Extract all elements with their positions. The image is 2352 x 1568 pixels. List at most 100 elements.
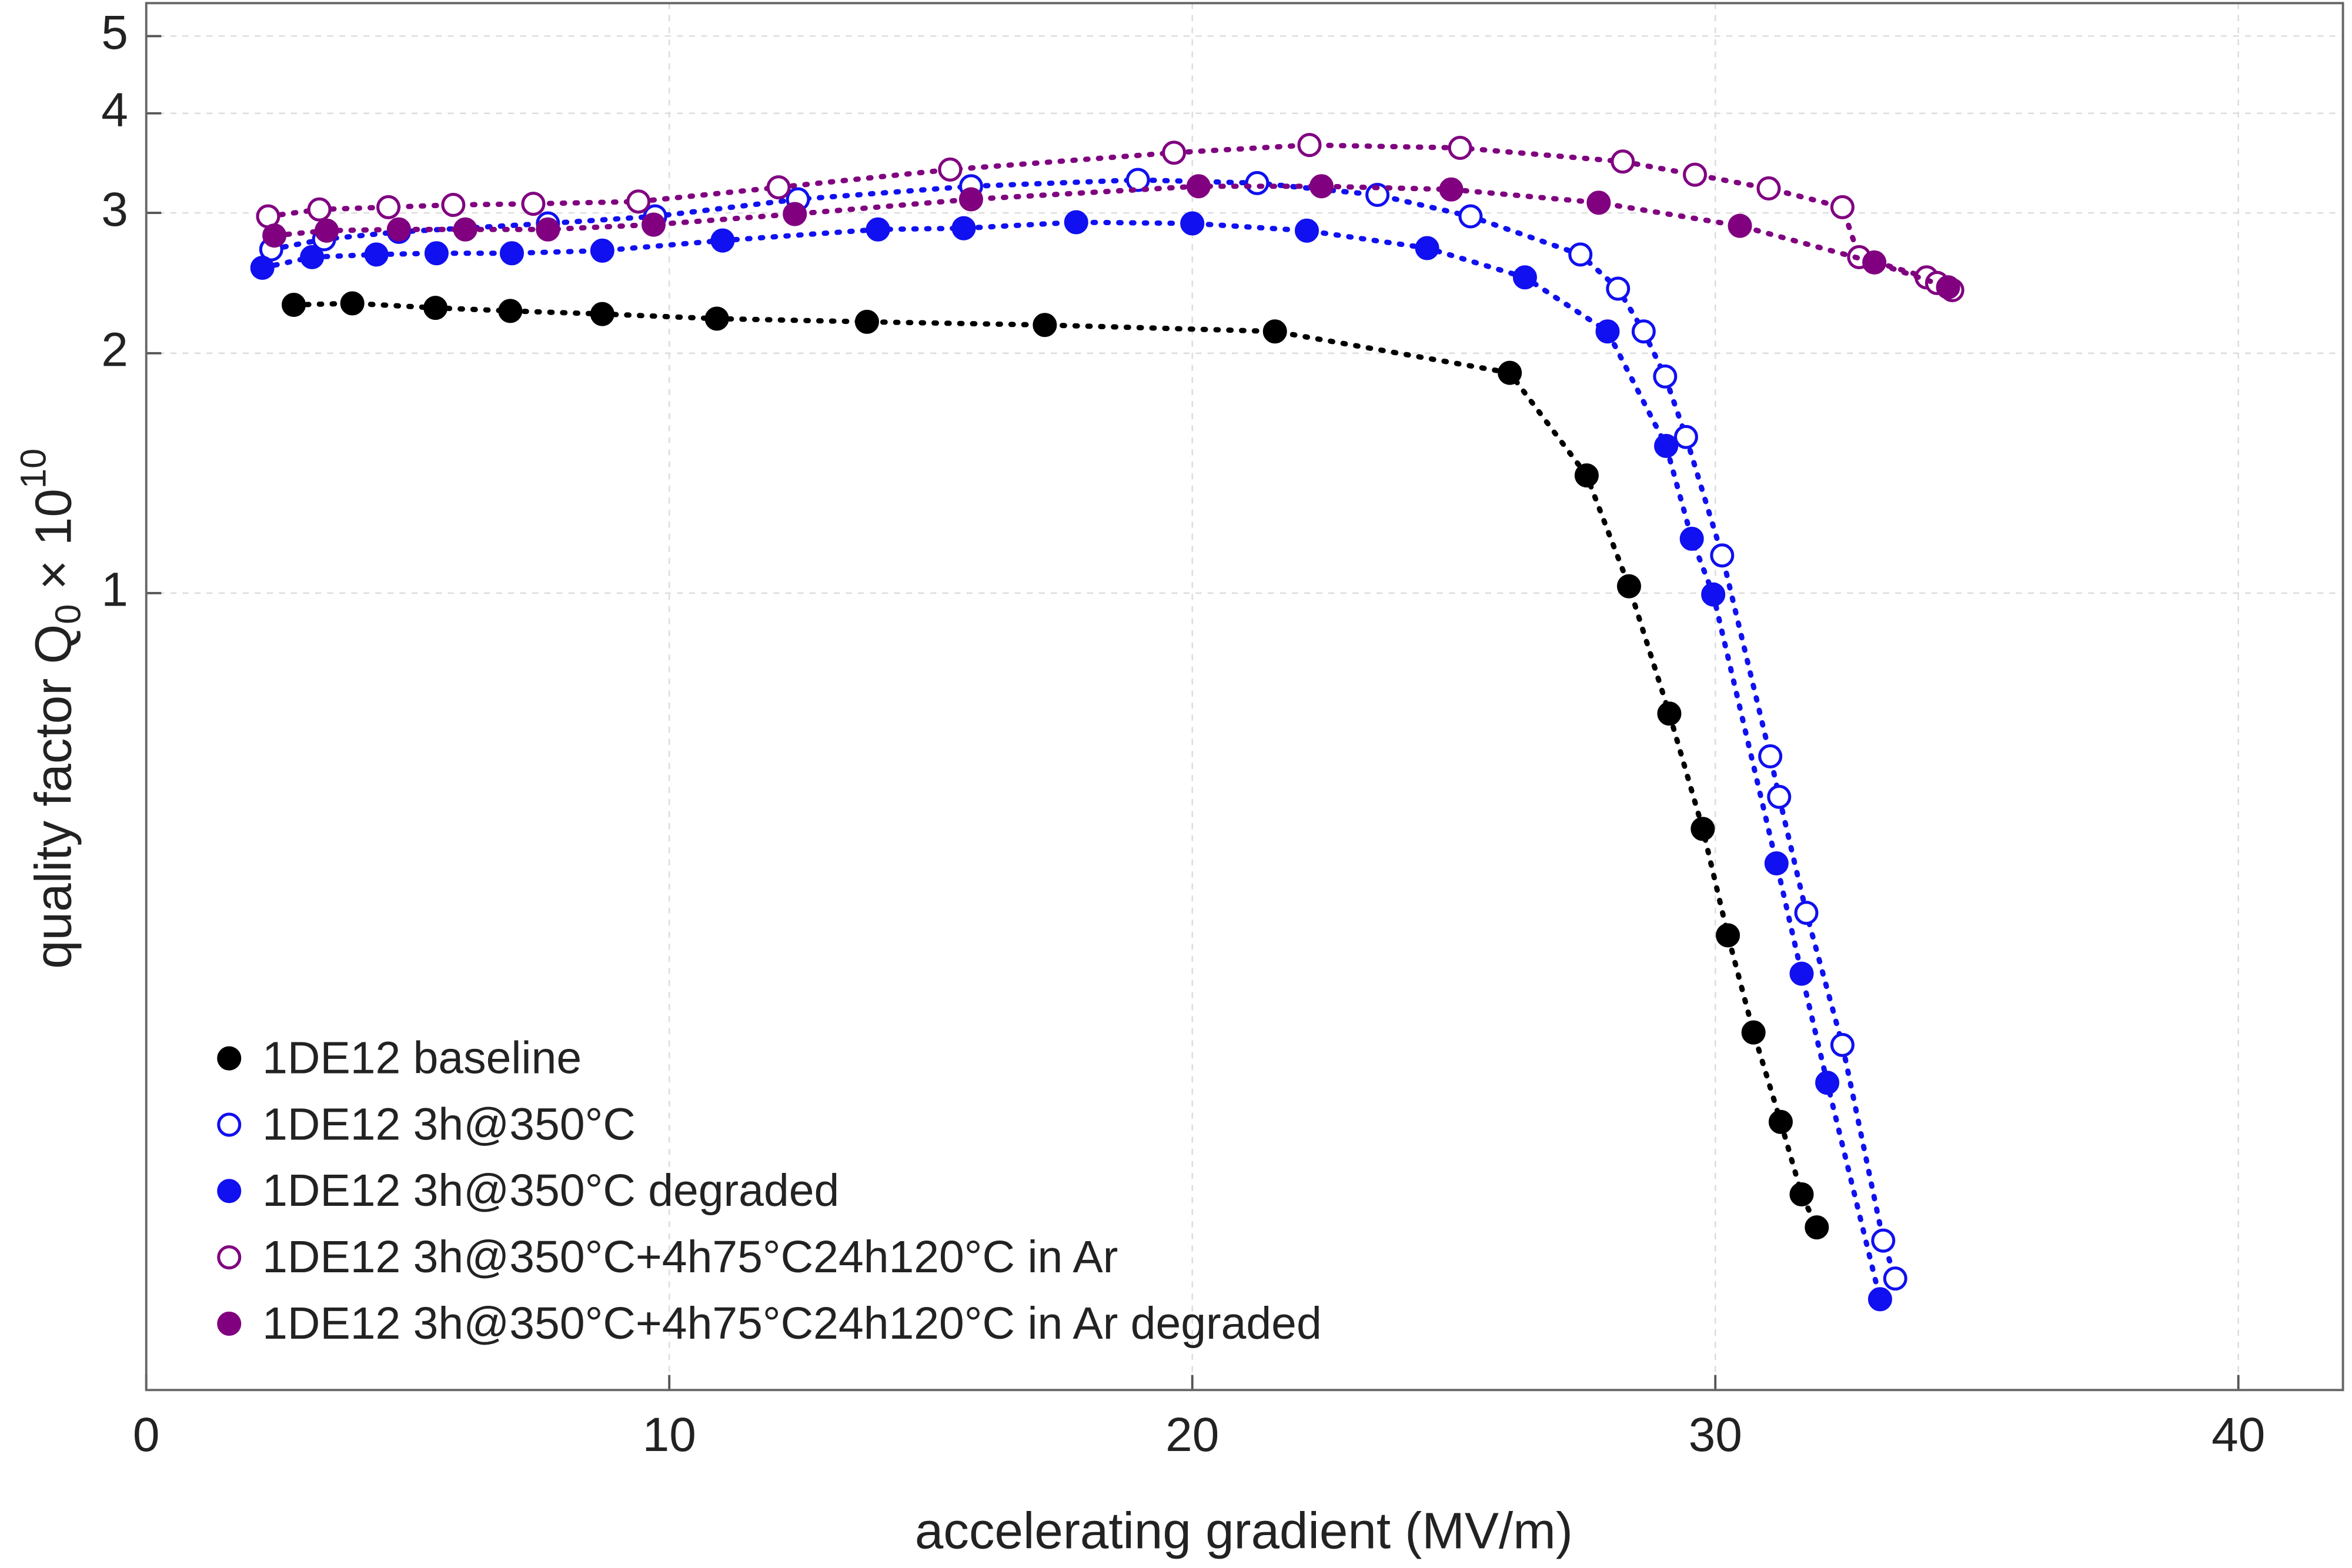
marker: [1657, 701, 1682, 726]
marker: [250, 255, 275, 280]
legend-marker: [217, 1311, 242, 1336]
marker: [300, 245, 325, 269]
x-tick-label: 30: [1689, 1408, 1742, 1462]
marker: [1789, 1182, 1814, 1207]
x-axis-label: accelerating gradient (MV/m): [915, 1502, 1573, 1559]
marker: [626, 189, 651, 214]
marker: [1574, 463, 1599, 488]
marker: [1568, 242, 1593, 267]
marker: [1756, 176, 1781, 200]
marker: [521, 192, 546, 216]
marker: [783, 202, 807, 226]
marker: [704, 306, 729, 331]
legend-marker: [217, 1179, 242, 1203]
marker: [1690, 817, 1715, 841]
marker: [1716, 923, 1740, 948]
marker: [1867, 1287, 1892, 1312]
marker: [1883, 1266, 1907, 1291]
y-tick-label: 2: [101, 323, 128, 376]
marker: [1606, 276, 1631, 301]
marker: [424, 241, 449, 266]
marker: [282, 293, 306, 317]
marker: [423, 296, 448, 320]
marker: [1586, 190, 1611, 215]
marker: [590, 238, 614, 263]
y-tick-label: 3: [101, 183, 128, 236]
marker: [1498, 360, 1522, 385]
marker: [1794, 901, 1819, 925]
y-tick-label: 5: [101, 6, 128, 59]
marker: [1309, 174, 1334, 199]
legend-label: 1DE12 baseline: [262, 1033, 582, 1084]
marker: [386, 217, 411, 242]
marker: [498, 299, 523, 323]
marker: [364, 242, 389, 267]
marker: [1741, 1020, 1766, 1045]
y-label-text: quality factor Q: [25, 624, 82, 969]
marker: [958, 187, 983, 212]
marker: [1616, 574, 1641, 599]
marker: [536, 217, 560, 242]
y-label-subscript: 0: [48, 604, 89, 624]
marker: [1365, 183, 1390, 208]
marker: [1611, 149, 1635, 174]
series-line: [259, 219, 1883, 1302]
y-label-exponent: 10: [14, 449, 54, 489]
marker: [1631, 319, 1656, 344]
y-tick-label: 1: [101, 563, 128, 616]
marker: [1180, 211, 1205, 236]
marker: [1936, 275, 1960, 300]
x-tick-label: 40: [2211, 1408, 2265, 1462]
marker: [340, 291, 365, 316]
marker: [1245, 170, 1269, 195]
marker: [1830, 1032, 1855, 1057]
marker: [1768, 1109, 1793, 1134]
x-tick-label: 0: [133, 1408, 160, 1462]
marker: [315, 218, 339, 243]
marker: [262, 223, 287, 248]
marker: [1512, 265, 1537, 290]
marker: [866, 217, 890, 242]
marker: [1683, 162, 1708, 187]
marker: [1295, 218, 1319, 243]
y-axis-label: quality factor Q0 × 1010: [14, 449, 89, 969]
marker: [1262, 319, 1287, 344]
legend-marker: [217, 1245, 242, 1270]
marker: [1862, 250, 1887, 275]
marker: [1764, 851, 1789, 876]
series-line: [272, 183, 1951, 290]
marker: [1162, 141, 1187, 165]
y-tick-label: 4: [101, 83, 128, 136]
legend-label: 1DE12 3h@350°C+4h75°C24h120°C in Ar: [262, 1232, 1118, 1282]
marker: [307, 197, 332, 222]
marker: [1186, 174, 1211, 199]
marker: [1458, 204, 1483, 229]
marker: [1679, 526, 1704, 551]
marker: [1767, 784, 1792, 809]
legend-label: 1DE12 3h@350°C degraded: [262, 1165, 839, 1216]
marker: [1033, 313, 1057, 337]
marker: [1653, 364, 1678, 389]
marker: [1125, 168, 1150, 192]
marker: [1448, 136, 1472, 161]
marker: [1297, 133, 1322, 158]
marker: [1871, 1228, 1896, 1253]
marker: [1805, 1215, 1829, 1240]
legend-marker: [217, 1046, 242, 1071]
x-tick-label: 10: [643, 1408, 696, 1462]
x-tick-label: 20: [1165, 1408, 1219, 1462]
marker: [854, 309, 879, 334]
marker: [376, 195, 401, 219]
marker: [1595, 319, 1620, 344]
marker: [1064, 210, 1088, 235]
legend-label: 1DE12 3h@350°C+4h75°C24h120°C in Ar degr…: [262, 1298, 1322, 1349]
marker: [590, 302, 614, 326]
marker: [1789, 961, 1814, 986]
marker: [453, 217, 477, 242]
series-line: [291, 300, 1820, 1231]
marker: [1830, 195, 1855, 219]
marker: [1710, 543, 1735, 568]
marker: [1758, 744, 1783, 768]
marker: [1415, 236, 1439, 260]
